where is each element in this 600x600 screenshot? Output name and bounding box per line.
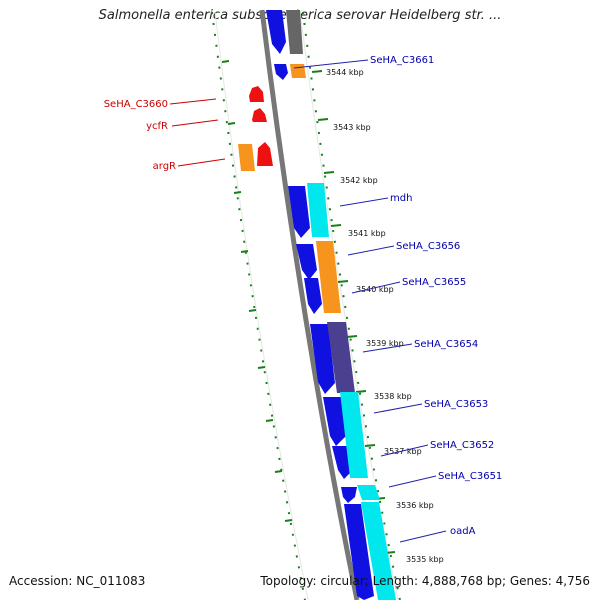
scale-label-3540: 3540 kbp bbox=[356, 285, 394, 294]
label-ycfR[interactable]: ycfR bbox=[146, 121, 168, 132]
gene-mdh-cyan[interactable] bbox=[307, 183, 329, 237]
backbone-arc bbox=[259, 9, 360, 600]
left-ticks bbox=[221, 60, 293, 522]
left-leaders bbox=[169, 98, 226, 167]
gene-top-blue[interactable] bbox=[266, 10, 286, 54]
inner-strand-genes bbox=[266, 10, 374, 600]
label-mdh[interactable]: mdh bbox=[390, 193, 412, 204]
scale-label-3535: 3535 kbp bbox=[406, 555, 444, 564]
gene-SeHA_C3654[interactable] bbox=[310, 324, 335, 394]
scale-label-3539: 3539 kbp bbox=[366, 339, 404, 348]
scale-label-3543: 3543 kbp bbox=[333, 123, 371, 132]
label-SeHA_C3660[interactable]: SeHA_C3660 bbox=[104, 99, 168, 110]
scale-label-3536: 3536 kbp bbox=[396, 501, 434, 510]
label-SeHA_C3651[interactable]: SeHA_C3651 bbox=[438, 471, 502, 482]
gene-oadA[interactable] bbox=[344, 504, 374, 600]
scale-label-3538: 3538 kbp bbox=[374, 392, 412, 401]
gene-SeHA_C3661[interactable] bbox=[290, 64, 306, 78]
gene-SeHA_C3655[interactable] bbox=[304, 278, 322, 314]
gene-SeHA_C3651-cyan[interactable] bbox=[357, 485, 380, 500]
gene-SeHA_C3656-orange[interactable] bbox=[316, 241, 341, 313]
topology-label: Topology: circular; Length: 4,888,768 bp… bbox=[260, 574, 590, 588]
label-SeHA_C3652[interactable]: SeHA_C3652 bbox=[430, 440, 494, 451]
gene-SeHA_C3661-inner[interactable] bbox=[274, 64, 288, 80]
label-SeHA_C3654[interactable]: SeHA_C3654 bbox=[414, 339, 478, 350]
gene-ycfR[interactable] bbox=[252, 108, 267, 122]
outer-strand-genes bbox=[286, 10, 396, 600]
gene-mdh[interactable] bbox=[288, 186, 310, 238]
gene-SeHA_C3660[interactable] bbox=[249, 86, 264, 102]
left-genes bbox=[238, 86, 273, 171]
gene-SeHA_C3651[interactable] bbox=[341, 487, 357, 503]
label-argR[interactable]: argR bbox=[153, 161, 176, 172]
gene-argR-orange[interactable] bbox=[238, 144, 255, 171]
label-oadA[interactable]: oadA bbox=[450, 526, 476, 537]
scale-label-3537: 3537 kbp bbox=[384, 447, 422, 456]
gene-oadA-cyan[interactable] bbox=[361, 502, 396, 600]
gene-SeHA_C3653[interactable] bbox=[323, 397, 346, 446]
scale-label-3542: 3542 kbp bbox=[340, 176, 378, 185]
scale-label-3541: 3541 kbp bbox=[348, 229, 386, 238]
right-leaders bbox=[293, 59, 447, 543]
gene-argR[interactable] bbox=[257, 142, 273, 166]
gene-SeHA_C3656[interactable] bbox=[296, 244, 317, 280]
label-SeHA_C3655[interactable]: SeHA_C3655 bbox=[402, 277, 466, 288]
label-SeHA_C3653[interactable]: SeHA_C3653 bbox=[424, 399, 488, 410]
accession-label: Accession: NC_011083 bbox=[9, 574, 146, 588]
gene-SeHA_C3654-purple[interactable] bbox=[327, 322, 355, 393]
label-SeHA_C3661[interactable]: SeHA_C3661 bbox=[370, 55, 434, 66]
label-SeHA_C3656[interactable]: SeHA_C3656 bbox=[396, 241, 460, 252]
left-guide-line bbox=[214, 11, 309, 600]
scale-label-3544: 3544 kbp bbox=[326, 68, 364, 77]
gene-SeHA_C3653-cyan[interactable] bbox=[340, 392, 368, 478]
gene-top-gray[interactable] bbox=[286, 10, 303, 54]
